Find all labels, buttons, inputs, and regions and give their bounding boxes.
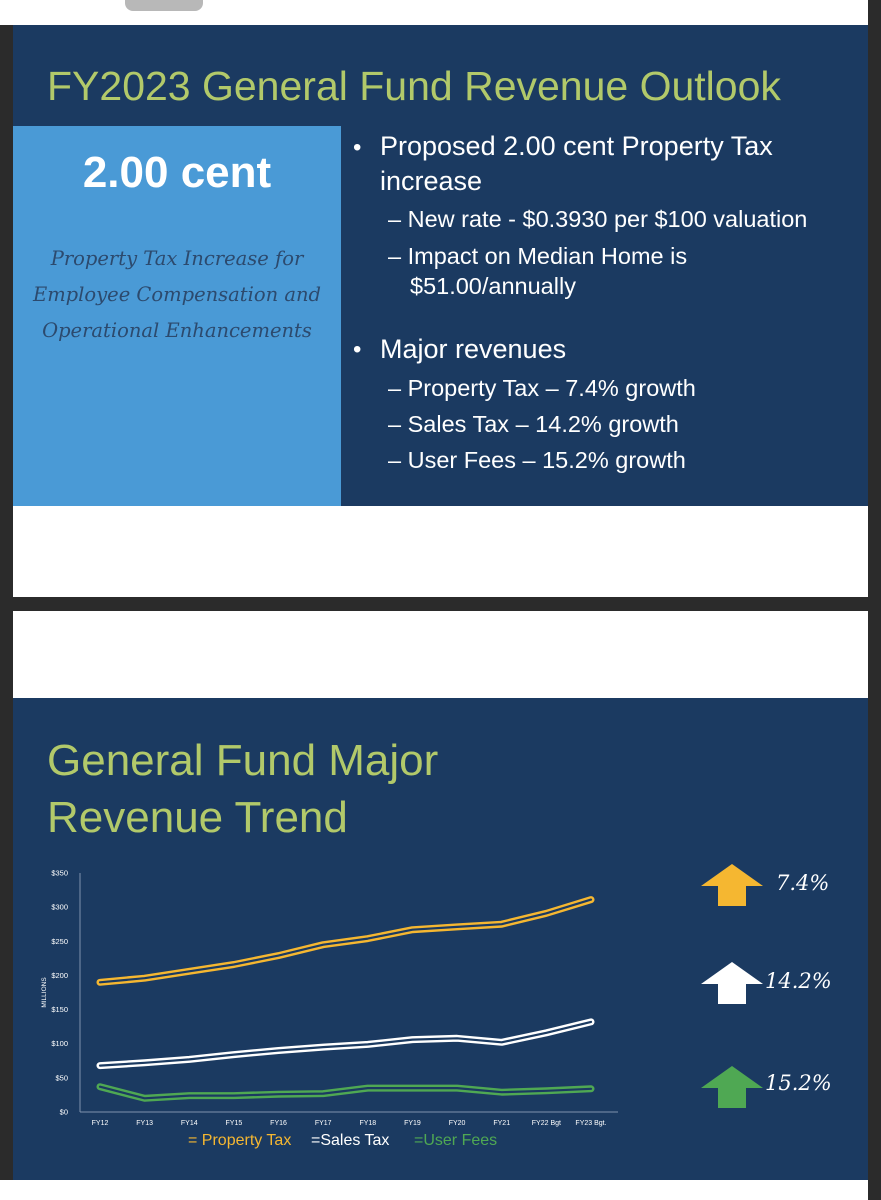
x-tick-label: FY14: [181, 1120, 198, 1127]
slide-title: General Fund Major Revenue Trend: [47, 732, 438, 846]
bullet-text: Major revenues: [380, 334, 567, 364]
bottom-white-strip: [0, 1180, 868, 1200]
slide-background: FY2023 General Fund Revenue Outlook 2.00…: [13, 25, 868, 506]
slide-background: General Fund Major Revenue Trend $0 $50 $1…: [13, 698, 868, 1180]
x-tick-label: FY13: [136, 1120, 153, 1127]
up-arrow-icon: [701, 864, 763, 906]
highlight-caption: Property Tax Increase for Employee Compe…: [23, 241, 331, 349]
y-tick-label: $150: [51, 1005, 68, 1014]
x-tick-label: FY20: [449, 1120, 466, 1127]
y-tick-label: $300: [51, 903, 68, 912]
bullet-dot: •: [353, 336, 362, 363]
up-arrow-icon: [701, 962, 763, 1004]
legend-sales-tax: =Sales Tax: [311, 1132, 390, 1149]
scroll-indicator: [125, 0, 203, 11]
sub-bullet: $51.00/annually: [410, 273, 576, 299]
growth-label-user-fees: 15.2%: [765, 1071, 832, 1095]
y-axis-label: MILLIONS: [41, 977, 48, 1008]
growth-label-sales-tax: 14.2%: [765, 969, 832, 993]
x-tick-label: FY16: [270, 1120, 287, 1127]
legend-user-fees: =User Fees: [414, 1132, 498, 1149]
highlight-caption-line: Operational Enhancements: [42, 319, 312, 342]
series-line-property-tax-inner: [98, 898, 593, 984]
series-line-sales-tax-inner: [98, 1020, 593, 1067]
slide-title-line: General Fund Major: [47, 736, 439, 785]
up-arrow-icon: [701, 1066, 763, 1108]
x-tick-label: FY21: [493, 1120, 510, 1127]
series-line-user-fees-inner: [98, 1085, 593, 1100]
x-tick-label: FY22 Bgt: [532, 1120, 561, 1127]
highlight-caption-line: Property Tax Increase for: [50, 247, 304, 270]
arrow-shape: [701, 864, 763, 906]
slide-revenue-outlook: FY2023 General Fund Revenue Outlook 2.00…: [13, 25, 868, 597]
legend-property-tax: = Property Tax: [188, 1132, 292, 1149]
arrow-shape: [701, 962, 763, 1004]
sub-bullet: – New rate - $0.3930 per $100 valuation: [388, 206, 808, 232]
x-tick-label: FY17: [315, 1120, 332, 1127]
bullet-text: Proposed 2.00 cent Property Tax: [380, 131, 773, 161]
x-tick-label: FY12: [92, 1120, 109, 1127]
bullet-text: increase: [380, 166, 483, 196]
series-line-sales-tax: [96, 1018, 595, 1070]
y-tick-label: $50: [55, 1073, 68, 1082]
sub-bullet: – Property Tax – 7.4% growth: [388, 375, 696, 401]
highlight-caption-line: Employee Compensation and: [32, 283, 322, 306]
y-tick-label: $0: [60, 1108, 68, 1117]
y-tick-label: $200: [51, 971, 68, 980]
x-tick-label: FY15: [226, 1120, 243, 1127]
x-tick-label: FY19: [404, 1120, 421, 1127]
slide-title: FY2023 General Fund Revenue Outlook: [47, 63, 781, 109]
sub-bullet: – Sales Tax – 14.2% growth: [388, 411, 679, 437]
x-tick-label: FY23 Bgt.: [575, 1120, 606, 1127]
y-tick-label: $100: [51, 1039, 68, 1048]
highlight-value: 2.00 cent: [82, 148, 272, 197]
revenue-line-chart: $0 $50 $100 $150 $200 $250 $300 $350 FY12 FY13 FY1…: [41, 869, 618, 1127]
x-tick-label: FY18: [359, 1120, 376, 1127]
sub-bullet: – User Fees – 15.2% growth: [388, 447, 686, 473]
bullet-dot: •: [353, 134, 362, 161]
slide-title-line: Revenue Trend: [47, 793, 348, 842]
y-tick-label: $250: [51, 937, 68, 946]
growth-label-property-tax: 7.4%: [776, 871, 830, 895]
highlight-box: 2.00 cent Property Tax Increase for Empl…: [13, 126, 341, 506]
arrow-shape: [701, 1066, 763, 1108]
sub-bullet: – Impact on Median Home is: [388, 243, 688, 269]
slide-revenue-trend: General Fund Major Revenue Trend $0 $50 $1…: [13, 611, 868, 1180]
y-tick-label: $350: [51, 869, 68, 878]
